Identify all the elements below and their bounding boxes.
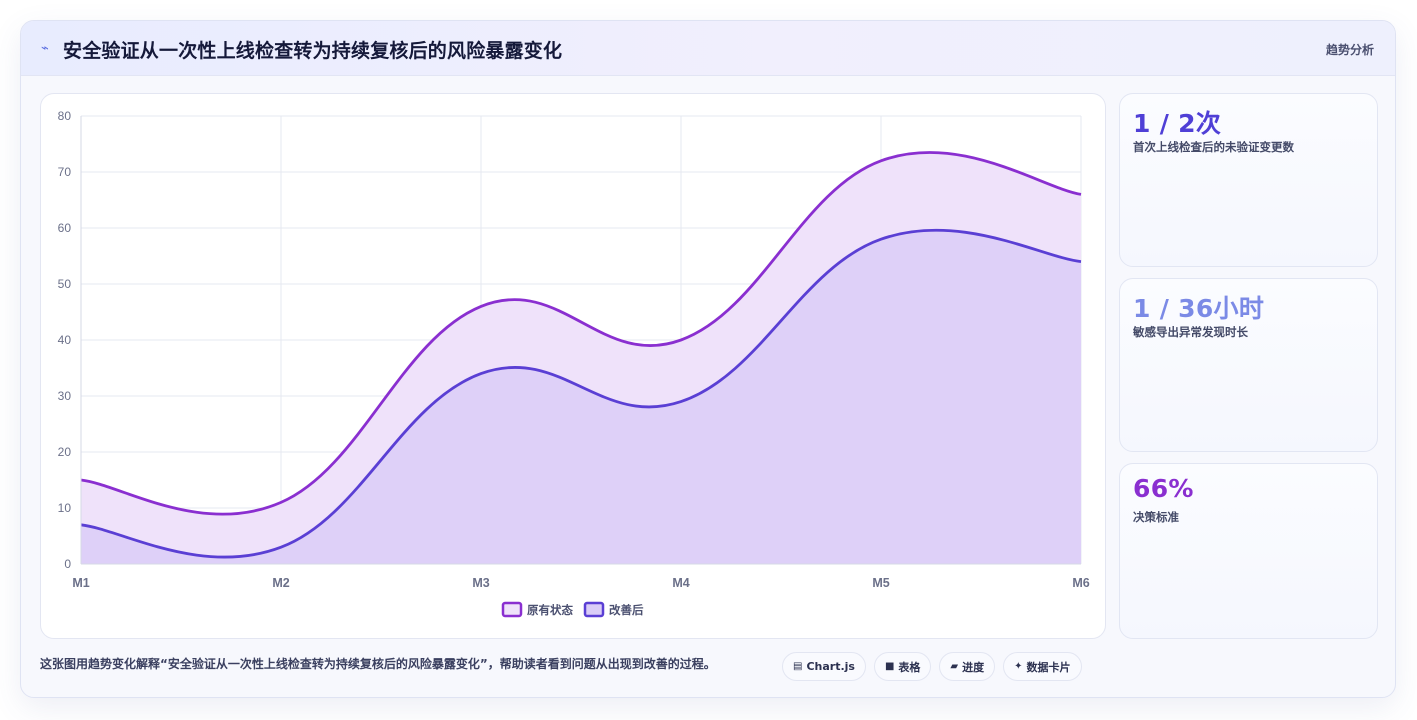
x-tick-label: M6 [1072, 576, 1089, 590]
chip-label: 进度 [962, 660, 985, 674]
chip-row: ▤ Chart.js ■ 表格 ▰ 进度 ✦ 数据卡片 [782, 652, 1082, 681]
legend-swatch [501, 601, 523, 618]
y-tick-label: 50 [58, 277, 72, 291]
x-tick-label: M4 [672, 576, 689, 590]
y-tick-label: 40 [58, 333, 72, 347]
y-tick-label: 10 [58, 501, 72, 515]
y-tick-label: 80 [58, 109, 72, 123]
x-tick-label: M1 [72, 576, 89, 590]
kpi-value: 66% [1133, 474, 1194, 503]
kpi-card-unverified-changes: 1 / 2次 首次上线检查后的未验证变更数 [1119, 93, 1378, 267]
kpi-card-detection-time: 1 / 36小时 敏感导出异常发现时长 [1119, 278, 1378, 452]
trend-analysis-tag: 趋势分析 [1325, 43, 1374, 57]
chip-table[interactable]: ■ 表格 [873, 652, 932, 681]
x-tick-label: M5 [872, 576, 889, 590]
kpi-label: 敏感导出异常发现时长 [1133, 325, 1248, 339]
y-tick-label: 30 [58, 389, 72, 403]
x-tick-label: M3 [472, 576, 489, 590]
trend-line-icon: ⌁ [41, 41, 49, 56]
legend-swatch [583, 601, 605, 618]
legend-label: 原有状态 [527, 603, 573, 617]
legend-label: 改善后 [609, 603, 644, 617]
card-header: ⌁ 安全验证从一次性上线检查转为持续复核后的风险暴露变化 趋势分析 [21, 21, 1395, 76]
chart-panel: 0 10 20 30 40 50 60 70 80 M1 M2 M3 M4 M5 M6 原有状态 改善后 [40, 93, 1106, 639]
chip-data-card[interactable]: ✦ 数据卡片 [1003, 652, 1082, 681]
kpi-value: 1 / 36小时 [1133, 294, 1265, 323]
chart-card: ⌁ 安全验证从一次性上线检查转为持续复核后的风险暴露变化 趋势分析 0 10 20 3… [20, 20, 1396, 698]
series-line [80, 228, 1082, 559]
page-title: 安全验证从一次性上线检查转为持续复核后的风险暴露变化 [63, 40, 563, 62]
y-tick-label: 20 [58, 445, 72, 459]
table-icon: ■ [884, 661, 895, 672]
chart-icon: ▤ [793, 661, 803, 672]
kpi-card-decision-standard: 66% 决策标准 [1119, 463, 1378, 639]
kpi-label: 首次上线检查后的未验证变更数 [1133, 140, 1294, 154]
y-tick-label: 60 [58, 221, 72, 235]
progress-icon: ▰ [950, 661, 959, 672]
chart-caption: 这张图用趋势变化解释“安全验证从一次性上线检查转为持续复核后的风险暴露变化”，帮… [40, 657, 716, 671]
series-area [81, 230, 1081, 564]
data-card-icon: ✦ [1014, 661, 1023, 672]
kpi-value: 1 / 2次 [1133, 109, 1222, 138]
y-tick-label: 70 [58, 165, 72, 179]
chip-label: Chart.js [806, 660, 855, 673]
area-chart: 0 10 20 30 40 50 60 70 80 M1 M2 M3 M4 M5 M6 原有状态 改善后 [58, 109, 1090, 618]
y-tick-label: 0 [64, 557, 71, 571]
kpi-label: 决策标准 [1133, 510, 1179, 524]
series-line [80, 151, 1082, 516]
x-tick-label: M2 [272, 576, 289, 590]
chip-chartjs[interactable]: ▤ Chart.js [782, 652, 866, 681]
chip-label: 表格 [898, 660, 921, 674]
chip-label: 数据卡片 [1026, 660, 1071, 674]
chip-progress[interactable]: ▰ 进度 [939, 652, 996, 681]
